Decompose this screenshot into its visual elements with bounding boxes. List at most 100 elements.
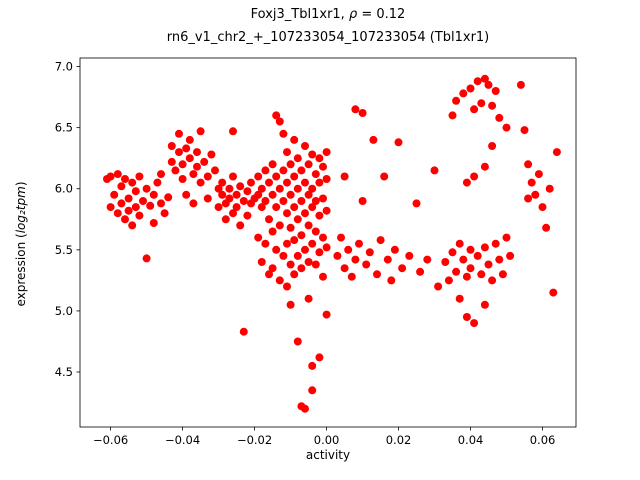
data-point xyxy=(412,199,421,208)
data-point xyxy=(369,135,378,144)
data-point xyxy=(376,236,385,245)
data-point xyxy=(311,260,320,269)
data-point xyxy=(552,148,561,157)
data-point xyxy=(149,190,158,199)
data-point xyxy=(297,231,306,240)
data-point xyxy=(290,236,299,245)
data-point xyxy=(290,203,299,212)
data-point xyxy=(315,154,324,163)
data-point xyxy=(322,175,331,183)
data-point xyxy=(272,111,281,120)
data-point xyxy=(275,221,284,230)
data-point xyxy=(293,251,302,260)
data-point xyxy=(232,190,241,199)
data-point xyxy=(196,178,205,187)
data-point xyxy=(290,172,299,181)
data-point xyxy=(301,178,309,187)
data-point xyxy=(135,211,144,220)
data-point xyxy=(304,190,313,199)
data-point xyxy=(319,272,327,281)
data-point xyxy=(545,184,554,193)
data-point xyxy=(214,203,223,212)
data-point xyxy=(149,219,158,227)
data-point xyxy=(225,184,234,193)
data-point xyxy=(121,215,129,224)
data-point xyxy=(261,197,270,205)
data-point xyxy=(362,260,371,269)
data-point xyxy=(207,150,216,159)
data-point xyxy=(153,178,162,187)
data-point xyxy=(293,337,302,346)
data-point xyxy=(506,251,515,260)
y-axis-label-math: log₂tpm xyxy=(14,186,28,234)
data-point xyxy=(527,178,536,187)
data-point xyxy=(549,288,558,297)
data-point xyxy=(304,160,313,169)
data-point xyxy=(484,260,493,269)
data-point xyxy=(448,111,457,120)
data-point xyxy=(131,203,140,212)
data-point xyxy=(390,245,399,254)
data-point xyxy=(275,117,284,126)
data-point xyxy=(308,239,317,248)
y-axis-label: expression (log₂tpm) xyxy=(14,181,28,306)
data-point xyxy=(243,187,252,196)
data-point xyxy=(466,84,475,93)
data-point xyxy=(286,223,295,232)
data-point xyxy=(480,300,489,309)
data-point xyxy=(322,243,331,252)
data-point xyxy=(308,361,317,370)
data-point xyxy=(286,160,295,169)
data-point xyxy=(452,96,461,105)
data-point xyxy=(358,109,367,117)
data-point xyxy=(229,209,237,218)
data-point xyxy=(434,282,443,291)
x-tick-label: 0.00 xyxy=(314,433,340,447)
data-point xyxy=(315,248,324,257)
y-tick-label: 5.0 xyxy=(55,304,73,318)
data-point xyxy=(275,184,284,193)
data-point xyxy=(502,233,511,242)
data-point xyxy=(203,194,212,203)
data-point xyxy=(254,172,263,181)
data-point xyxy=(488,142,497,150)
data-point xyxy=(275,276,284,285)
data-point xyxy=(279,251,288,260)
chart-title-rest: = 0.12 xyxy=(357,7,406,22)
data-point xyxy=(394,138,403,147)
data-point xyxy=(268,190,277,199)
data-point xyxy=(351,105,360,114)
data-point xyxy=(146,201,155,210)
data-point xyxy=(178,175,187,183)
data-point xyxy=(225,194,234,203)
data-point xyxy=(448,248,457,257)
y-axis-label-suffix: ) xyxy=(14,181,28,187)
data-point xyxy=(502,123,511,132)
data-point xyxy=(455,239,464,248)
data-point xyxy=(319,194,327,203)
data-point xyxy=(257,203,266,212)
x-tick-label: −0.04 xyxy=(165,433,200,447)
data-point xyxy=(491,239,500,248)
data-point xyxy=(196,127,205,136)
data-point xyxy=(286,300,295,309)
data-point xyxy=(473,77,482,86)
data-point xyxy=(117,182,126,191)
data-point xyxy=(175,148,183,157)
data-point xyxy=(488,101,497,110)
data-point xyxy=(121,175,129,183)
data-point xyxy=(106,203,115,212)
x-tick-label: −0.06 xyxy=(93,433,128,447)
data-point xyxy=(524,160,533,169)
data-point xyxy=(142,254,151,263)
data-point xyxy=(139,197,147,205)
data-point xyxy=(308,150,317,159)
data-point xyxy=(229,172,237,181)
data-point xyxy=(131,187,140,196)
data-point xyxy=(113,170,122,179)
data-point xyxy=(495,255,504,264)
data-point xyxy=(542,223,551,232)
data-point xyxy=(157,199,165,208)
data-point xyxy=(268,227,277,236)
